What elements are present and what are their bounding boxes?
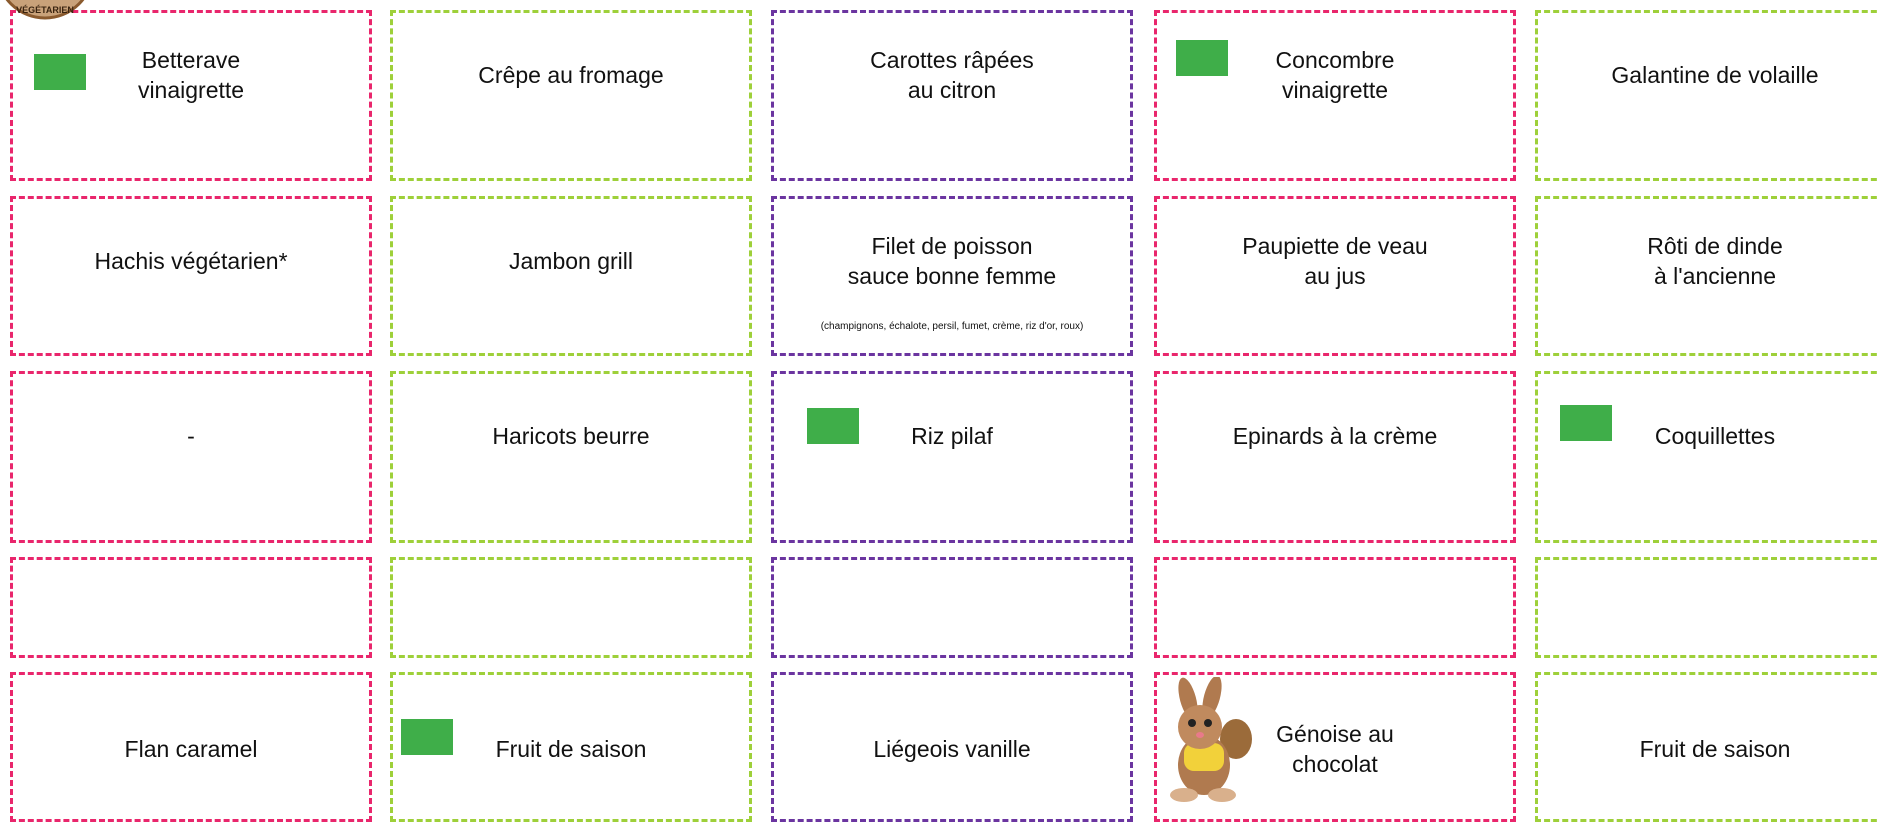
dish-name: Flan caramel — [13, 734, 369, 764]
dish-name: Galantine de volaille — [1538, 60, 1879, 90]
organic-logo — [1560, 405, 1612, 441]
menu-cell: Filet de poisson sauce bonne femme (champi… — [771, 196, 1133, 356]
menu-cell: Galantine de volaille — [1535, 10, 1879, 181]
dish-line: Betterave — [141, 47, 241, 73]
dish-line: Fruit de saison — [1639, 736, 1791, 762]
menu-cell: Crêpe au fromage — [390, 10, 752, 181]
menu-cell: Coquillettes — [1535, 371, 1879, 543]
menu-cell — [390, 557, 752, 658]
dish-line: Génoise au — [1276, 721, 1394, 747]
dish-line: - — [187, 423, 195, 449]
dish-name: - — [13, 421, 369, 451]
dish-line: sauce bonne femme — [847, 263, 1057, 289]
dish-name: Haricots beurre — [393, 421, 749, 451]
dish-name: Paupiette de veau au jus — [1157, 231, 1513, 291]
dish-line: Fruit de saison — [495, 736, 647, 762]
menu-cell: Rôti de dinde à l'ancienne — [1535, 196, 1879, 356]
easter-bunny — [1170, 677, 1252, 802]
dish-name: Betterave vinaigrette — [13, 45, 369, 105]
dish-line: Epinards à la crème — [1232, 423, 1438, 449]
dish-name: Génoise au chocolat — [1157, 719, 1513, 779]
dish-line: Hachis végétarien* — [94, 248, 288, 274]
dish-name: Rôti de dinde à l'ancienne — [1538, 231, 1879, 291]
dish-line: vinaigrette — [137, 77, 245, 103]
menu-cell: Fruit de saison — [1535, 672, 1879, 822]
dish-line: Carottes râpées — [870, 47, 1034, 73]
dish-name: Fruit de saison — [1538, 734, 1879, 764]
dish-name: Filet de poisson sauce bonne femme — [774, 231, 1130, 291]
menu-cell — [1154, 557, 1516, 658]
menu-cell — [771, 557, 1133, 658]
menu-cell: Liégeois vanille — [771, 672, 1133, 822]
dish-name: Coquillettes — [1538, 421, 1879, 451]
dish-line: Filet de poisson — [871, 233, 1033, 259]
menu-cell: Fruit de saison — [390, 672, 752, 822]
menu-cell: Carottes râpées au citron — [771, 10, 1133, 181]
dish-name: Riz pilaf — [774, 421, 1130, 451]
menu-cell: - — [10, 371, 372, 543]
dish-name: Hachis végétarien* — [13, 246, 369, 276]
menu-cell: Betterave vinaigrette — [10, 10, 372, 181]
organic-logo — [807, 408, 859, 444]
dish-name: Epinards à la crème — [1157, 421, 1513, 451]
dish-line: vinaigrette — [1281, 77, 1389, 103]
menu-cell — [10, 557, 372, 658]
menu-cell: Flan caramel — [10, 672, 372, 822]
dish-note: (champignons, échalote, persil, fumet, c… — [820, 321, 1084, 332]
dish-line: Coquillettes — [1654, 423, 1776, 449]
dish-line: Riz pilaf — [911, 423, 993, 449]
dish-name: Liégeois vanille — [774, 734, 1130, 764]
dish-line: au jus — [1304, 263, 1366, 289]
badge-text: VÉGÉTARIEN — [16, 5, 74, 15]
dish-line: Galantine de volaille — [1611, 62, 1819, 88]
menu-cell — [1535, 557, 1879, 658]
dish-name: Jambon grill — [393, 246, 749, 276]
menu-cell: Paupiette de veau au jus — [1154, 196, 1516, 356]
dish-name: Crêpe au fromage — [393, 60, 749, 90]
dish-line: à l'ancienne — [1653, 263, 1777, 289]
dish-name: Concombre vinaigrette — [1157, 45, 1513, 105]
dish-line: au citron — [907, 77, 997, 103]
dish-line: Rôti de dinde — [1647, 233, 1783, 259]
organic-logo — [1176, 40, 1228, 76]
menu-cell: Haricots beurre — [390, 371, 752, 543]
dish-line: Concombre — [1275, 47, 1395, 73]
dish-name: Fruit de saison — [393, 734, 749, 764]
dish-name: Carottes râpées au citron — [774, 45, 1130, 105]
vegetarian-badge: VÉGÉTARIEN — [5, 0, 85, 20]
dish-line: Paupiette de veau — [1242, 233, 1428, 259]
menu-cell: Riz pilaf — [771, 371, 1133, 543]
menu-cell: Jambon grill — [390, 196, 752, 356]
dish-line: chocolat — [1292, 751, 1378, 777]
dish-line: Crêpe au fromage — [478, 62, 664, 88]
menu-cell: Hachis végétarien* — [10, 196, 372, 356]
dish-line: Flan caramel — [124, 736, 258, 762]
dish-line: Liégeois vanille — [873, 736, 1031, 762]
organic-logo — [34, 54, 86, 90]
dish-line: Haricots beurre — [492, 423, 650, 449]
dish-line: Jambon grill — [509, 248, 633, 274]
organic-logo — [401, 719, 453, 755]
menu-cell: Concombre vinaigrette — [1154, 10, 1516, 181]
menu-cell: Epinards à la crème — [1154, 371, 1516, 543]
